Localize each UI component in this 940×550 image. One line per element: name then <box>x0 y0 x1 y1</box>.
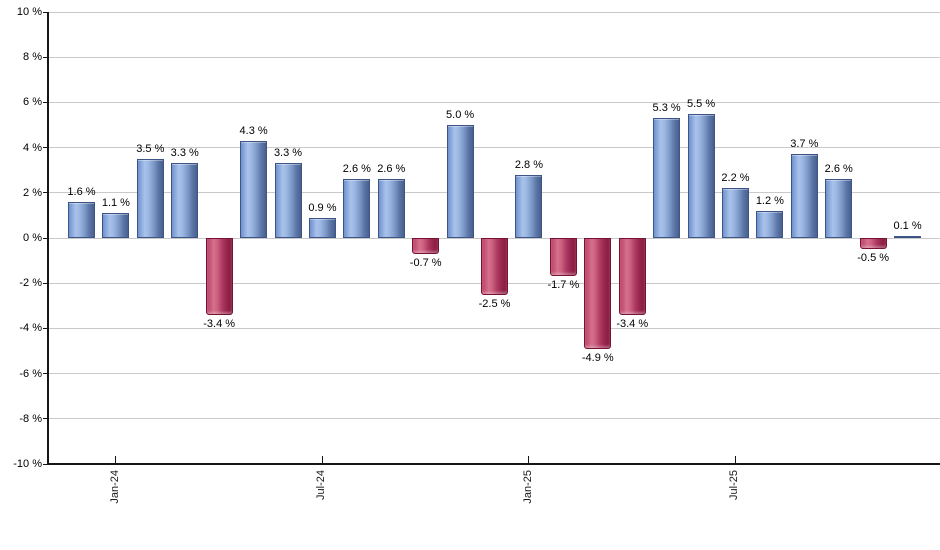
y-axis-tick <box>43 237 48 239</box>
bar <box>240 140 268 238</box>
gridline <box>48 418 940 420</box>
y-axis-tick-label: 4 % <box>23 141 42 154</box>
x-axis-tick-label: Jan-25 <box>521 470 534 504</box>
gridline <box>48 101 940 103</box>
y-axis-tick-label: -4 % <box>19 322 42 335</box>
x-axis-tick-label: Jan-24 <box>108 470 121 504</box>
bar-value-label: 2.6 % <box>377 163 406 176</box>
y-axis-tick <box>43 418 48 420</box>
y-axis-tick <box>43 147 48 149</box>
bar-value-label: 5.3 % <box>652 102 681 115</box>
bar <box>308 217 336 238</box>
bar-value-label: 2.8 % <box>514 158 544 171</box>
bar <box>274 163 302 238</box>
bar <box>653 118 681 238</box>
bar-value-label: 5.5 % <box>686 97 716 110</box>
x-axis-tick-label: Jul-24 <box>315 470 328 500</box>
y-axis-tick-label: 6 % <box>23 96 42 109</box>
bar <box>136 158 164 238</box>
bar-value-label: -0.5 % <box>857 252 890 265</box>
bar <box>102 213 130 238</box>
bar-value-label: 1.1 % <box>101 197 130 210</box>
bar <box>859 238 887 250</box>
bar-value-label: -3.4 % <box>203 317 236 330</box>
y-axis-tick <box>43 463 48 465</box>
y-axis-tick-label: 10 % <box>16 6 42 18</box>
bar-value-label: 3.3 % <box>170 147 199 160</box>
y-axis-tick <box>43 101 48 103</box>
bar-value-label: 1.2 % <box>755 194 784 207</box>
y-axis-tick <box>43 11 48 13</box>
bar-value-label: 0.9 % <box>308 201 337 214</box>
bar <box>68 201 95 238</box>
y-axis-tick-label: -8 % <box>19 412 42 425</box>
gridline <box>48 56 940 58</box>
gridline <box>48 147 940 149</box>
bar-value-label: -2.5 % <box>478 297 511 310</box>
y-axis-tick-label: -6 % <box>19 367 42 380</box>
bar <box>721 188 749 238</box>
bar <box>412 238 440 254</box>
y-axis-tick-label: 8 % <box>23 51 42 64</box>
bar-value-label: -4.9 % <box>581 351 614 364</box>
bar-value-label: 2.2 % <box>721 172 750 185</box>
bar <box>343 179 371 238</box>
gridline <box>48 192 940 194</box>
y-axis-tick <box>43 327 48 329</box>
bar <box>549 238 577 277</box>
bar-value-label: 2.6 % <box>342 163 371 176</box>
bar-value-label: 3.7 % <box>790 138 819 151</box>
y-axis-tick-label: -2 % <box>19 277 42 290</box>
bar-value-label: 4.3 % <box>239 124 268 137</box>
bar-value-label: 1.6 % <box>67 185 96 198</box>
gridline <box>48 11 940 13</box>
bar-value-label: -0.7 % <box>409 256 442 269</box>
x-axis-tick <box>528 456 530 465</box>
y-axis-tick-label: 2 % <box>23 186 42 199</box>
x-axis-tick <box>734 456 736 465</box>
x-axis-tick <box>321 456 323 465</box>
bar <box>825 179 853 238</box>
x-axis-line <box>47 463 940 465</box>
y-axis-tick <box>43 282 48 284</box>
bar <box>894 235 922 238</box>
bar <box>171 163 199 238</box>
bar <box>584 238 612 349</box>
y-axis-tick <box>43 192 48 194</box>
gridline <box>48 327 940 329</box>
bar <box>618 238 646 315</box>
x-axis-tick-label: Jul-25 <box>728 470 741 500</box>
bar <box>687 113 715 238</box>
bar-value-label: 0.1 % <box>893 219 922 232</box>
bar-value-label: 5.0 % <box>446 109 475 121</box>
y-axis-tick <box>43 56 48 58</box>
bar <box>205 238 233 315</box>
bar-value-label: -1.7 % <box>547 279 580 292</box>
bar <box>481 238 509 295</box>
y-axis-tick-label: -10 % <box>13 458 42 470</box>
bar <box>515 174 543 238</box>
gridline <box>48 373 940 375</box>
y-axis-tick-label: 0 % <box>23 232 42 244</box>
bar-value-label: 3.5 % <box>136 142 165 155</box>
bar-value-label: 3.3 % <box>273 147 303 160</box>
bar <box>446 125 474 238</box>
x-axis-tick <box>115 456 117 465</box>
bar <box>377 179 405 238</box>
y-axis-line <box>47 12 49 464</box>
bar-value-label: -3.4 % <box>616 317 649 330</box>
bar <box>756 210 784 238</box>
bar <box>790 154 818 238</box>
bar-value-label: 2.6 % <box>824 163 853 176</box>
y-axis-tick <box>43 373 48 375</box>
